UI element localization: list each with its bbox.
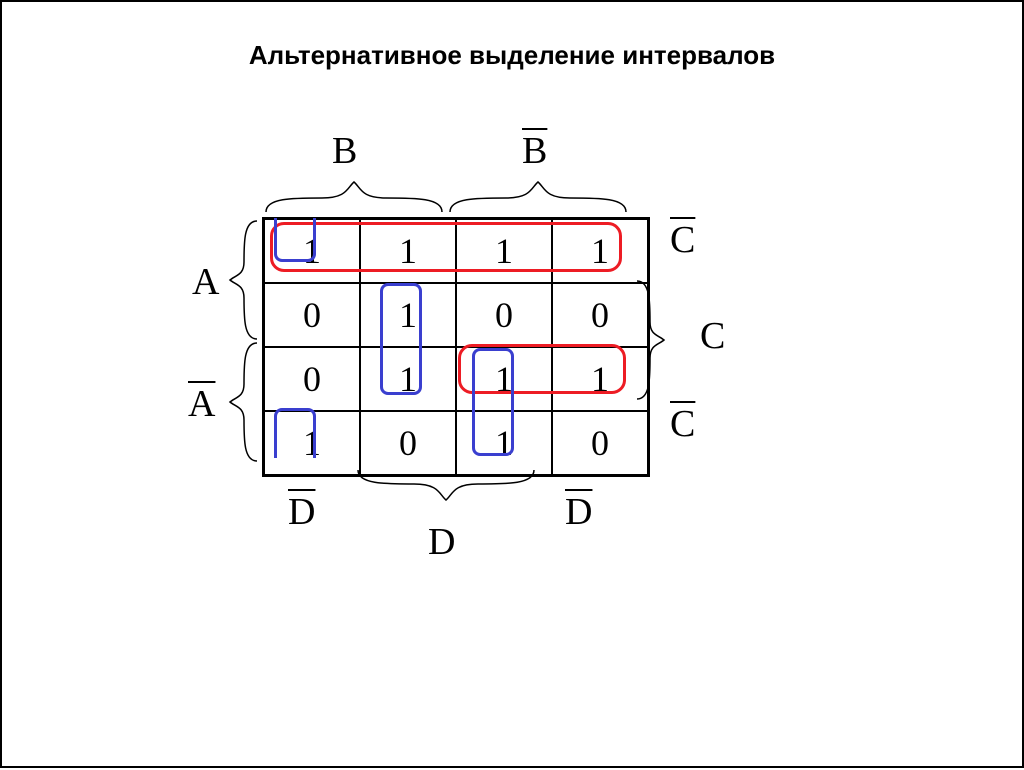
kmap-table: 1 1 1 1 0 1 0 0 0 1 1 1 1 0 1 0 [262, 217, 650, 477]
cell-r2c1: 1 [360, 347, 456, 411]
cell-r1c1: 1 [360, 283, 456, 347]
slide-frame: { "title": "Альтернативное выделение инт… [0, 0, 1024, 768]
cell-r2c0: 0 [264, 347, 361, 411]
label-b: B [332, 129, 357, 173]
label-b-bar: B [522, 129, 547, 173]
cell-r0c0: 1 [264, 219, 361, 284]
cell-r3c0: 1 [264, 411, 361, 476]
cell-r0c1: 1 [360, 219, 456, 284]
label-c-bar-bot: C [670, 402, 695, 446]
cell-r0c2: 1 [456, 219, 552, 284]
cell-r1c2: 0 [456, 283, 552, 347]
cell-r3c1: 0 [360, 411, 456, 476]
label-d-bar-right: D [565, 490, 592, 534]
label-a: A [192, 260, 219, 304]
label-a-bar: A [188, 382, 215, 426]
karnaugh-map: 1 1 1 1 0 1 0 0 0 1 1 1 1 0 1 0 [262, 217, 650, 477]
cell-r3c2: 1 [456, 411, 552, 476]
label-c: C [700, 314, 725, 358]
cell-r0c3: 1 [552, 219, 649, 284]
label-d-bar-left: D [288, 490, 315, 534]
cell-r3c3: 0 [552, 411, 649, 476]
cell-r1c0: 0 [264, 283, 361, 347]
cell-r2c2: 1 [456, 347, 552, 411]
cell-r2c3: 1 [552, 347, 649, 411]
slide-title: Альтернативное выделение интервалов [2, 40, 1022, 71]
cell-r1c3: 0 [552, 283, 649, 347]
label-d: D [428, 520, 455, 564]
label-c-bar-top: C [670, 218, 695, 262]
